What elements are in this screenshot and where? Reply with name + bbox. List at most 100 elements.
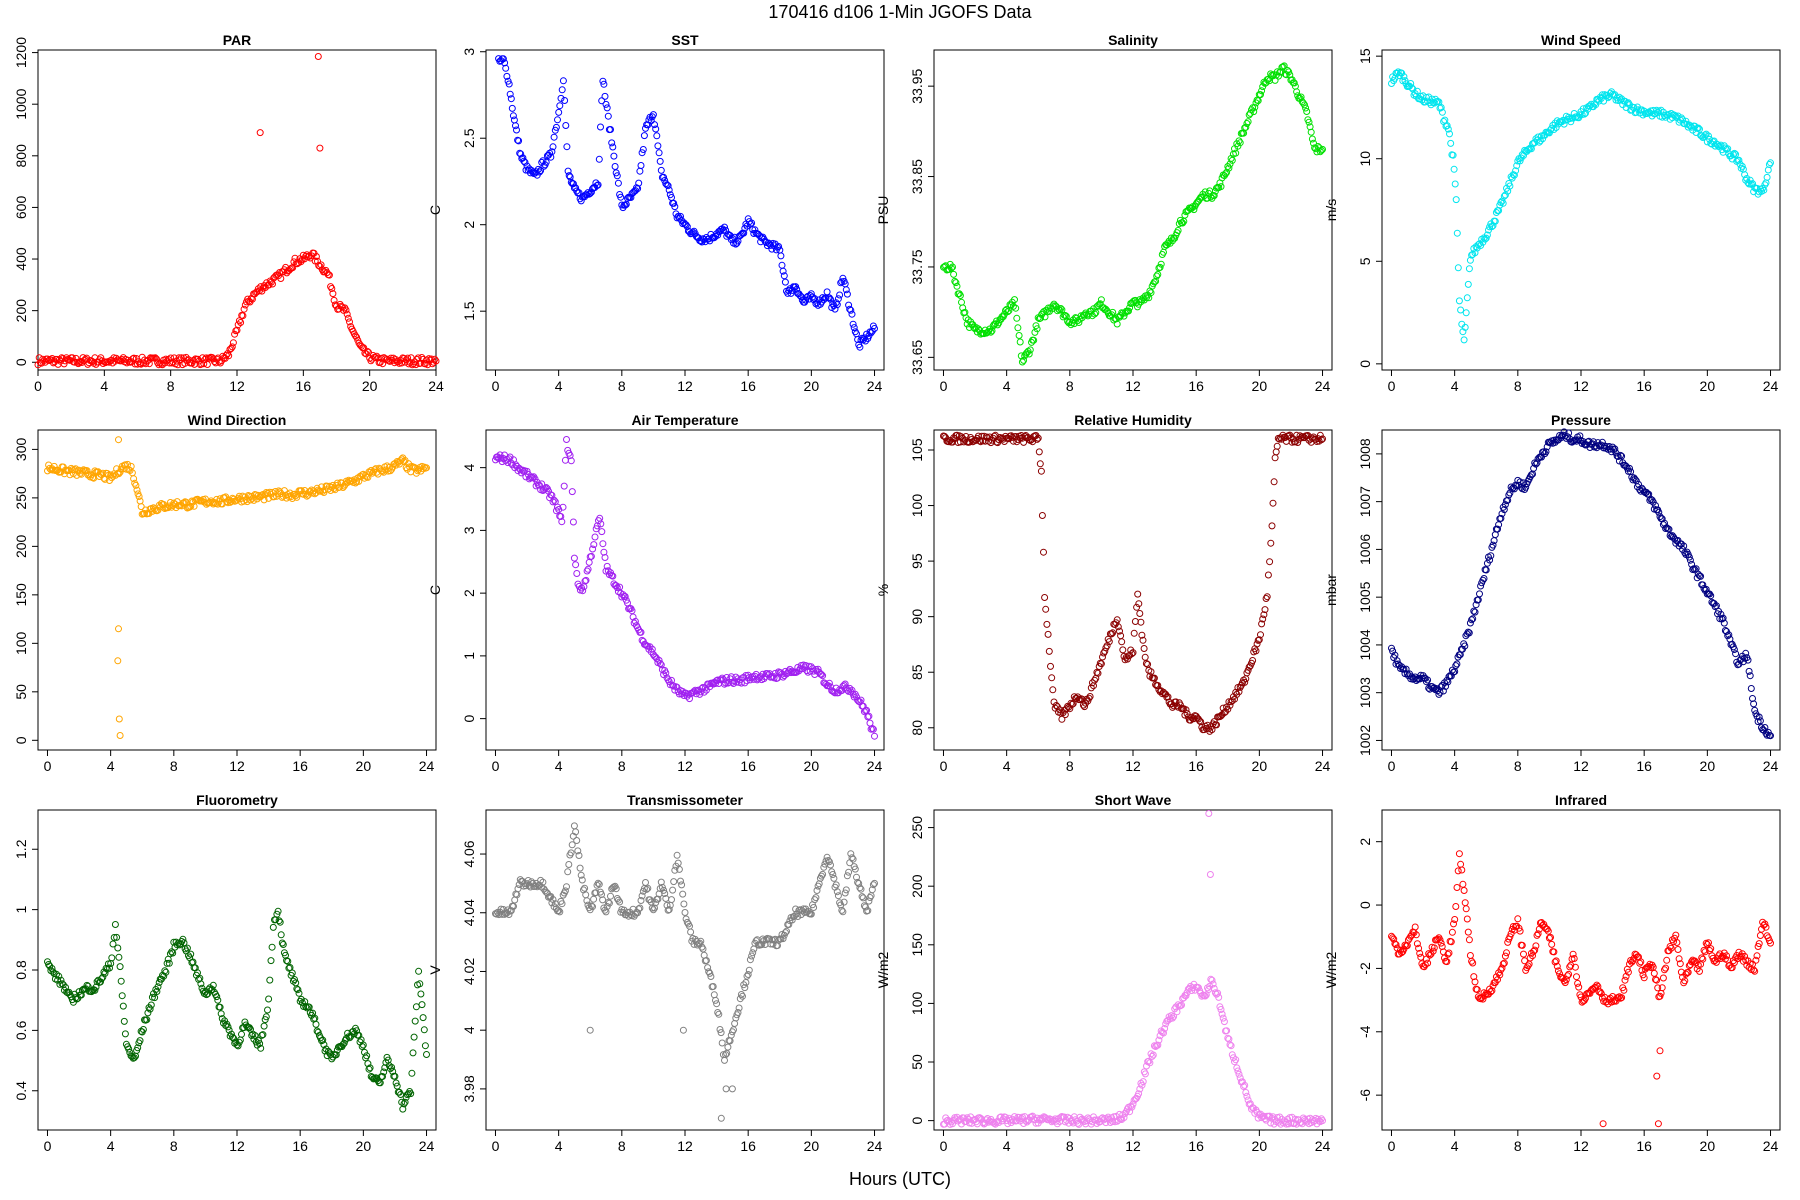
short_wave-data-point <box>1314 1115 1322 1123</box>
relative_humidity-data-point <box>1258 620 1266 628</box>
air_temperature-data-point <box>757 673 765 681</box>
relative_humidity-data-point <box>1035 448 1043 456</box>
transmissometer-data-point <box>857 885 865 893</box>
fluorometry-data-point <box>380 1068 388 1076</box>
transmissometer-data-point <box>678 881 686 889</box>
infrared-data-point <box>1416 949 1424 957</box>
salinity-data-point <box>1020 356 1028 364</box>
wind_speed-data-point <box>1657 106 1665 114</box>
relative_humidity-x-tick-label: 12 <box>1125 758 1141 774</box>
relative_humidity-data-point <box>1182 706 1190 714</box>
infrared-data-point <box>1567 961 1575 969</box>
relative_humidity-data-point <box>1048 674 1056 682</box>
sst-data-point <box>585 190 593 198</box>
wind_direction-outlier-point <box>114 657 122 665</box>
fluorometry-data-point <box>179 935 187 943</box>
par-data-point <box>222 351 230 359</box>
infrared-data-point <box>1663 956 1671 964</box>
wind_speed-data-point <box>1465 265 1473 273</box>
wind_speed-data-point <box>1398 69 1406 77</box>
pressure-data-point <box>1618 452 1626 460</box>
sst-x-tick-label: 4 <box>555 378 563 394</box>
infrared-outlier-point <box>1656 1047 1664 1055</box>
pressure-x-tick-label: 0 <box>1388 758 1396 774</box>
wind_speed-points <box>1388 68 1774 344</box>
transmissometer-data-point <box>779 935 787 943</box>
transmissometer-data-point <box>583 897 591 905</box>
sst-data-point <box>540 162 548 170</box>
transmissometer-data-point <box>590 895 598 903</box>
fluorometry-data-point <box>116 963 124 971</box>
air_temperature-x-tick-label: 20 <box>804 758 820 774</box>
sst-data-point <box>654 142 662 150</box>
infrared-data-point <box>1570 955 1578 962</box>
infrared-data-point <box>1443 958 1451 966</box>
infrared-data-point <box>1463 915 1471 923</box>
fluorometry-data-point <box>412 1003 420 1011</box>
wind_direction-data-point <box>103 470 111 477</box>
wind_direction-x-tick-label: 8 <box>170 758 178 774</box>
relative_humidity-data-point <box>1042 605 1050 613</box>
pressure-data-point <box>1504 496 1512 504</box>
relative_humidity-data-point <box>1206 727 1214 735</box>
infrared-data-point <box>1465 936 1473 944</box>
sst-data-point <box>670 199 678 207</box>
par-data-point <box>184 356 192 364</box>
short_wave-outlier-point <box>1206 871 1214 878</box>
salinity-data-point <box>1049 302 1057 310</box>
relative_humidity-data-point <box>1140 645 1148 652</box>
par-data-point <box>74 360 82 368</box>
pressure-data-point <box>1479 576 1487 584</box>
fluorometry-data-point <box>119 1002 127 1010</box>
infrared-data-point <box>1674 946 1682 953</box>
sst-x-tick-label: 12 <box>677 378 693 394</box>
infrared-y-tick-label: -4 <box>1357 1025 1373 1038</box>
air_temperature-data-point <box>737 679 745 687</box>
air_temperature-data-point <box>572 561 580 569</box>
air_temperature-data-point <box>559 503 567 511</box>
air_temperature-data-point <box>621 593 629 600</box>
pressure-data-point <box>1560 428 1568 436</box>
fluorometry-data-point <box>332 1051 340 1059</box>
par-x-tick-label: 8 <box>167 378 175 394</box>
salinity-data-point <box>950 270 958 278</box>
sst-data-point <box>502 64 510 72</box>
fluorometry-data-point <box>260 1022 268 1030</box>
wind_speed-data-point <box>1558 118 1566 126</box>
fluorometry-data-point <box>168 948 176 956</box>
sst-data-point <box>811 295 819 303</box>
relative_humidity-x-tick-label: 4 <box>1003 758 1011 774</box>
par-data-point <box>128 358 136 366</box>
sst-data-point <box>532 168 540 176</box>
transmissometer-data-point <box>671 866 679 874</box>
infrared-data-point <box>1532 942 1540 950</box>
wind_direction-outlier-point <box>115 625 122 633</box>
relative_humidity-y-tick-label: 95 <box>909 553 925 569</box>
relative_humidity-data-point <box>1255 636 1263 644</box>
transmissometer-data-point <box>669 886 677 894</box>
sst-data-point <box>675 214 683 222</box>
salinity-data-point <box>1157 260 1165 268</box>
par-x-tick-label: 12 <box>229 378 245 394</box>
relative_humidity-data-point <box>1196 717 1204 725</box>
transmissometer-data-point <box>599 896 607 904</box>
wind_speed-data-point <box>1536 137 1544 145</box>
fluorometry-data-point <box>418 1001 426 1009</box>
infrared-data-point <box>1575 983 1583 991</box>
salinity-data-point <box>1030 336 1038 344</box>
pressure-data-point <box>1487 552 1495 560</box>
sst-data-point <box>860 334 868 342</box>
wind_direction-data-point <box>280 487 288 495</box>
fluorometry-data-point <box>301 998 309 1006</box>
par-data-point <box>317 261 325 269</box>
wind_speed-data-point <box>1449 151 1457 159</box>
short_wave-data-point <box>1053 1120 1061 1128</box>
transmissometer-outlier-point <box>586 1026 594 1034</box>
transmissometer-data-point <box>866 894 874 901</box>
pressure-title: Pressure <box>1551 412 1611 428</box>
short_wave-data-point <box>1150 1042 1158 1050</box>
par-data-point <box>227 345 235 352</box>
pressure-data-point <box>1520 479 1527 487</box>
relative_humidity-data-point <box>1037 467 1045 475</box>
fluorometry-panel: Fluorometryug/l048121620240.40.60.811.2 <box>13 792 437 1154</box>
